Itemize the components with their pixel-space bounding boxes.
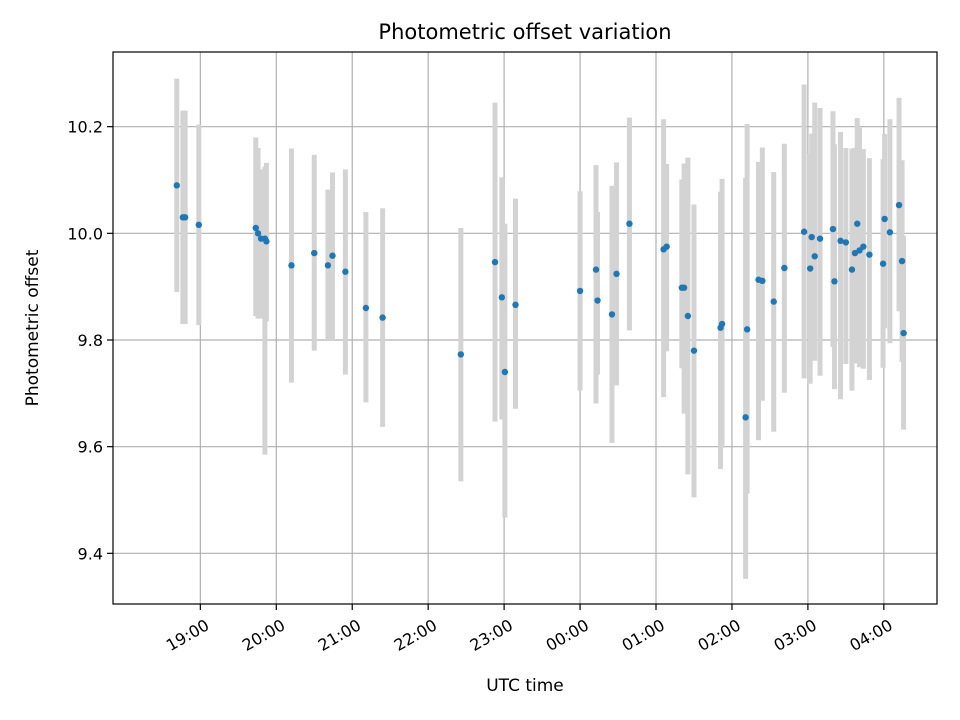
data-point [900, 329, 907, 337]
data-point [252, 224, 259, 232]
error-bars [174, 78, 907, 579]
y-tick-label: 9.4 [78, 544, 103, 563]
data-point [173, 182, 180, 189]
data-point [759, 277, 766, 284]
data-point [324, 262, 332, 269]
data-point [491, 258, 499, 266]
data-point [743, 326, 751, 333]
x-axis-label: UTC time [486, 676, 564, 696]
data-point [592, 266, 600, 273]
data-point [362, 304, 370, 312]
data-point [254, 230, 262, 237]
data-point [829, 225, 837, 233]
data-point [831, 278, 838, 285]
data-point [881, 215, 888, 223]
data-point [886, 229, 894, 236]
data-point [311, 249, 318, 257]
data-point [379, 314, 386, 321]
y-tick-label: 10.2 [67, 118, 103, 137]
y-tick-label: 9.6 [78, 438, 103, 457]
x-tick-label: 23:00 [467, 615, 516, 655]
data-point [626, 220, 633, 227]
data-point [498, 294, 506, 301]
data-point [895, 201, 903, 209]
chart-title: Photometric offset variation [378, 20, 671, 44]
data-point [263, 238, 270, 245]
data-point [898, 257, 906, 265]
data-point [680, 284, 688, 291]
x-tick-label: 02:00 [695, 615, 744, 655]
data-point [842, 239, 850, 246]
data-point [879, 260, 887, 267]
x-tick-label: 03:00 [770, 615, 819, 655]
data-point [808, 233, 815, 241]
data-point [342, 268, 349, 275]
y-axis-label: Photometric offset [23, 249, 43, 406]
y-tick-label: 9.8 [78, 331, 103, 350]
data-point [663, 243, 670, 250]
data-point [613, 270, 620, 278]
data-point [501, 368, 509, 376]
data-point [837, 237, 844, 244]
data-point [181, 214, 189, 221]
data-point [690, 347, 698, 354]
data-point [854, 220, 861, 227]
data-point [866, 251, 873, 258]
data-point [512, 301, 519, 308]
data-point [684, 312, 692, 320]
plot-frame [112, 51, 938, 605]
data-point [195, 221, 203, 228]
data-point [811, 253, 818, 260]
data-point [608, 311, 616, 318]
data-point [781, 264, 788, 272]
x-axis-ticks: 19:00 20:00 21:00 22:00 23:00 00:00 01:00 02:00… [163, 604, 896, 655]
data-point [860, 243, 867, 250]
x-tick-label: 22:00 [391, 615, 440, 655]
data-point [594, 297, 601, 304]
data-point [848, 266, 856, 273]
data-point [806, 265, 814, 272]
y-tick-label: 10.0 [67, 224, 103, 243]
x-tick-label: 20:00 [239, 615, 288, 655]
data-point [457, 351, 465, 358]
x-tick-label: 04:00 [846, 615, 895, 655]
data-point [329, 252, 336, 259]
data-point [288, 262, 295, 269]
data-point [742, 414, 749, 421]
y-axis-ticks: 9.4 9.6 9.8 10.0 10.2 [67, 118, 113, 563]
data-point [770, 298, 777, 305]
data-point [800, 228, 808, 235]
data-point [816, 235, 824, 242]
data-points [173, 182, 907, 421]
x-tick-label: 21:00 [315, 615, 364, 655]
x-tick-label: 00:00 [543, 615, 592, 655]
x-tick-label: 19:00 [163, 615, 212, 655]
x-tick-label: 01:00 [619, 615, 668, 655]
data-point [576, 287, 584, 295]
data-point [718, 320, 726, 328]
